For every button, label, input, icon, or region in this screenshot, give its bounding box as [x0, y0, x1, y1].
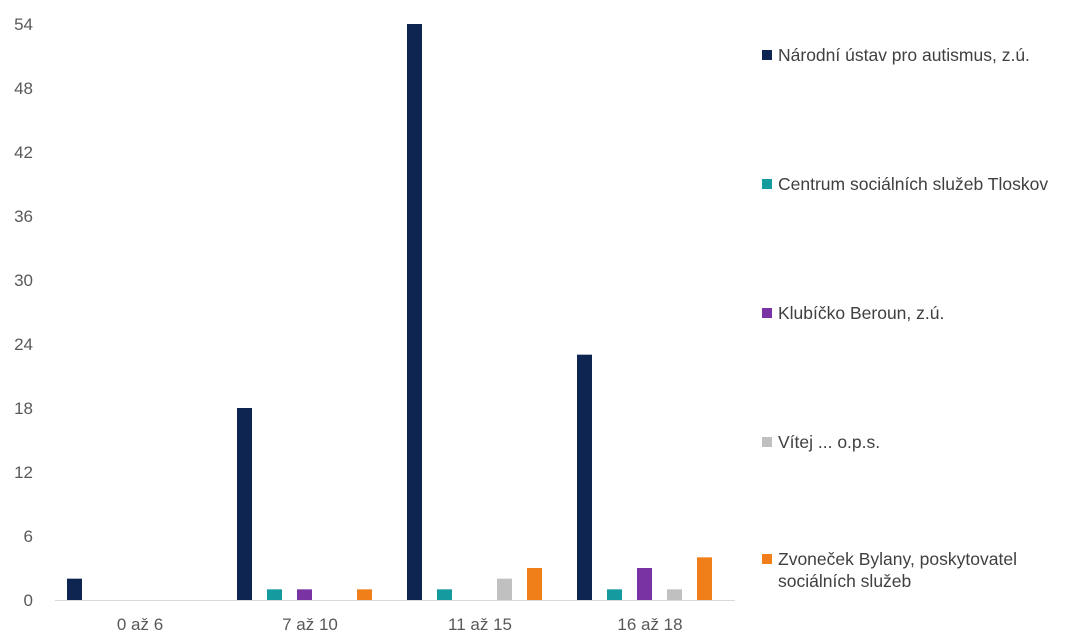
bar — [637, 568, 652, 600]
legend-label: Klubíčko Beroun, z.ú. — [778, 303, 945, 323]
x-axis-ticks: 0 až 6 7 až 10 11 až 15 16 až 18 — [117, 615, 683, 632]
legend: Národní ústav pro autismus, z.ú. Centrum … — [762, 0, 1080, 632]
y-tick-label: 6 — [24, 527, 33, 546]
bar — [237, 408, 252, 600]
legend-item: Centrum sociálních služeb Tloskov — [762, 173, 1078, 195]
y-tick-label: 0 — [24, 591, 33, 610]
x-tick-label: 16 až 18 — [617, 615, 682, 632]
bar — [527, 568, 542, 600]
legend-label: Centrum sociálních služeb Tloskov — [778, 174, 1049, 194]
bar — [297, 589, 312, 600]
bars — [67, 24, 712, 600]
bar — [357, 589, 372, 600]
y-axis-ticks: 0 6 12 18 24 30 36 42 48 54 — [14, 15, 33, 610]
y-tick-label: 24 — [14, 335, 33, 354]
legend-swatch — [762, 308, 772, 318]
legend-item: Zvoneček Bylany, poskytovatel sociálních… — [762, 548, 1078, 592]
y-tick-label: 42 — [14, 143, 33, 162]
x-tick-label: 0 až 6 — [117, 615, 163, 632]
y-tick-label: 12 — [14, 463, 33, 482]
legend-item: Klubíčko Beroun, z.ú. — [762, 302, 1078, 324]
x-tick-label: 11 až 15 — [448, 615, 512, 632]
bar — [577, 354, 592, 600]
bar — [697, 557, 712, 600]
legend-swatch — [762, 437, 772, 447]
y-tick-label: 30 — [14, 271, 33, 290]
y-tick-label: 54 — [14, 15, 33, 34]
bar-chart: 0 6 12 18 24 30 36 42 48 54 0 až 6 7 až 10 11 až 15… — [14, 15, 735, 632]
y-tick-label: 18 — [14, 399, 33, 418]
y-tick-label: 36 — [14, 207, 33, 226]
legend-item: Národní ústav pro autismus, z.ú. — [762, 44, 1078, 66]
legend-item: Vítej ... o.p.s. — [762, 431, 1078, 453]
bar — [667, 589, 682, 600]
legend-swatch — [762, 179, 772, 189]
x-tick-label: 7 až 10 — [282, 615, 338, 632]
legend-label: Vítej ... o.p.s. — [778, 432, 881, 452]
bar — [407, 24, 422, 600]
legend-swatch — [762, 554, 772, 564]
bar — [607, 589, 622, 600]
bar — [497, 578, 512, 600]
bar — [267, 589, 282, 600]
bar — [437, 589, 452, 600]
y-tick-label: 48 — [14, 79, 33, 98]
legend-swatch — [762, 50, 772, 60]
bar — [67, 578, 82, 600]
legend-label: Národní ústav pro autismus, z.ú. — [778, 45, 1030, 65]
legend-label: Zvoneček Bylany, poskytovatel sociálních… — [778, 549, 1017, 591]
